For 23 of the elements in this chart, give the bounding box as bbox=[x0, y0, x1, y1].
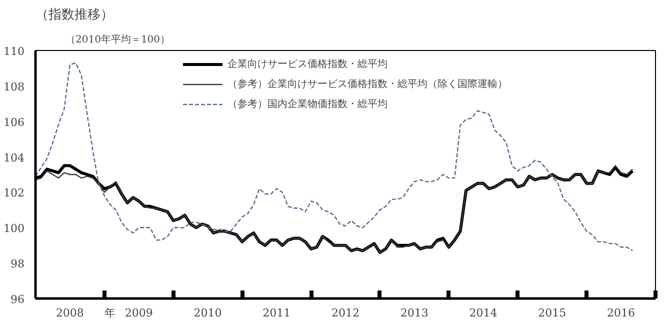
x-tick-label: 2016 bbox=[607, 306, 636, 320]
y-tick-label: 104 bbox=[4, 151, 25, 164]
legend-label: （参考）企業向けサービス価格指数・総平均（除く国際運輸） bbox=[228, 78, 508, 91]
x-axis-title: 年 bbox=[104, 306, 116, 320]
chart-title: （指数推移） bbox=[36, 8, 114, 22]
y-tick-label: 110 bbox=[4, 45, 25, 58]
x-tick-label: 2008 bbox=[56, 306, 84, 320]
y-tick-label: 108 bbox=[4, 80, 25, 94]
y-tick-label: 96 bbox=[10, 293, 25, 306]
x-tick-label: 2013 bbox=[400, 306, 428, 320]
y-tick-label: 100 bbox=[4, 222, 25, 236]
y-tick-label: 106 bbox=[4, 116, 25, 129]
legend-label: 企業向けサービス価格指数・総平均 bbox=[228, 58, 388, 71]
x-tick-label: 2011 bbox=[262, 306, 291, 320]
x-tick-label: 2012 bbox=[332, 306, 360, 320]
legend-label: （参考）国内企業物価指数・総平均 bbox=[228, 98, 388, 111]
x-tick-label: 2010 bbox=[194, 306, 222, 320]
x-tick-label: 2009 bbox=[124, 306, 153, 320]
x-tick-label: 2014 bbox=[469, 306, 498, 320]
chart-subtitle: （2010年平均＝100） bbox=[66, 34, 170, 46]
y-tick-label: 102 bbox=[4, 186, 25, 200]
x-tick-label: 2015 bbox=[538, 306, 566, 320]
y-tick-label: 98 bbox=[10, 258, 25, 271]
